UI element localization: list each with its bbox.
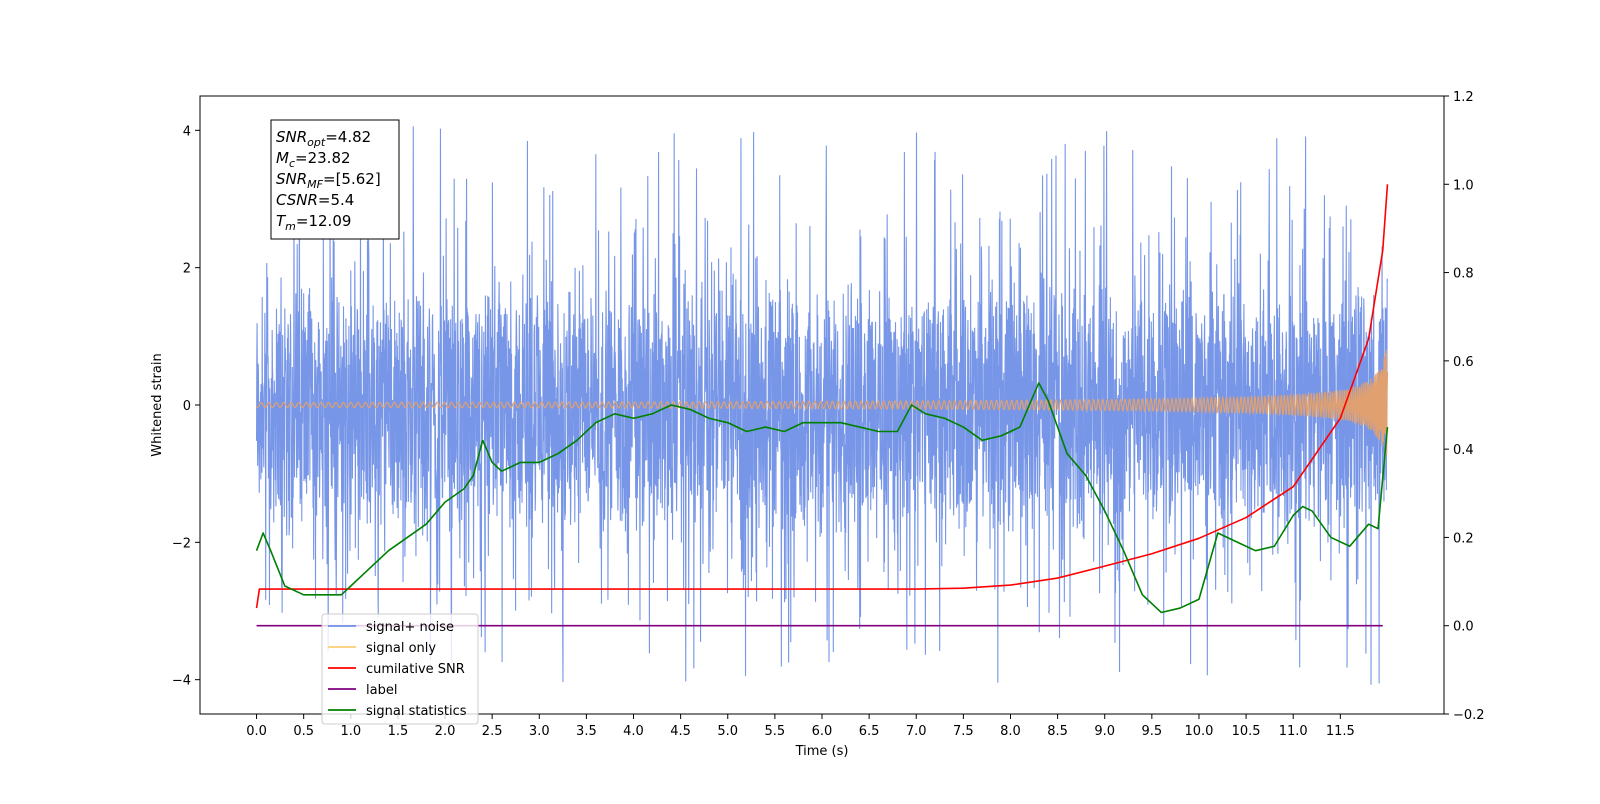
x-tick-label: 6.0 — [812, 724, 833, 739]
y-left-tick-label: 4 — [183, 124, 191, 139]
legend-label: label — [366, 683, 397, 698]
stats-line: SNRopt=4.82 — [276, 128, 371, 149]
x-tick-label: 9.0 — [1094, 724, 1115, 739]
x-tick-label: 0.0 — [246, 724, 267, 739]
y-axis-right: 1.2 1.0 0.8 0.6 0.4 0.2 0.0 −0.2 — [1444, 90, 1485, 723]
x-tick-label: 0.5 — [293, 724, 314, 739]
x-tick-label: 1.5 — [388, 724, 409, 739]
y-right-tick-label: 0.6 — [1453, 355, 1474, 370]
x-tick-label: 2.0 — [435, 724, 456, 739]
y-left-tick-label: 0 — [183, 399, 191, 414]
x-tick-label: 3.5 — [576, 724, 597, 739]
x-tick-label: 4.0 — [623, 724, 644, 739]
legend-label: signal statistics — [366, 704, 467, 719]
y-left-tick-label: −2 — [172, 536, 191, 551]
y-right-tick-label: 0.2 — [1453, 531, 1474, 546]
x-tick-label: 5.0 — [717, 724, 738, 739]
x-tick-label: 9.5 — [1142, 724, 1163, 739]
x-axis: 0.0 0.5 1.0 1.5 2.0 2.5 3.0 3.5 4.0 4.5 5.0 5.5 6.0 6… — [246, 714, 1355, 739]
legend-label: signal only — [366, 641, 436, 656]
x-tick-label: 7.0 — [906, 724, 927, 739]
legend-frame — [321, 613, 479, 725]
x-tick-label: 6.5 — [859, 724, 880, 739]
stats-line: SNRMF=[5.62] — [276, 170, 381, 191]
x-tick-label: 11.5 — [1326, 724, 1355, 739]
y-right-tick-label: −0.2 — [1453, 708, 1485, 723]
legend: signal+ noise signal only cumilative SNR la… — [321, 613, 479, 725]
series-signal-noise — [256, 126, 1388, 685]
legend-label: signal+ noise — [366, 620, 454, 635]
stats-box-frame — [270, 119, 400, 240]
x-tick-label: 5.5 — [765, 724, 786, 739]
stats-line: CSNR=5.4 — [276, 191, 354, 209]
stats-line: Mc=23.82 — [276, 149, 351, 170]
series-signal-only — [256, 350, 1389, 456]
x-tick-label: 8.5 — [1047, 724, 1068, 739]
legend-label: cumilative SNR — [366, 662, 465, 677]
y-axis-label: Whitened strain — [150, 353, 165, 456]
y-right-tick-label: 0.8 — [1453, 267, 1474, 282]
x-tick-label: 10.5 — [1232, 724, 1261, 739]
y-right-tick-label: 1.2 — [1453, 90, 1474, 105]
x-tick-label: 11.0 — [1279, 724, 1308, 739]
x-tick-label: 8.0 — [1000, 724, 1021, 739]
y-right-tick-label: 0.0 — [1453, 620, 1474, 635]
x-tick-label: 10.0 — [1184, 724, 1213, 739]
y-axis-left: 4 2 0 −2 −4 — [172, 124, 200, 689]
x-tick-label: 4.5 — [670, 724, 691, 739]
y-right-tick-label: 1.0 — [1453, 178, 1474, 193]
x-tick-label: 7.5 — [953, 724, 974, 739]
y-left-tick-label: 2 — [183, 262, 191, 277]
stats-line: Tm=12.09 — [276, 212, 351, 233]
y-right-tick-label: 0.4 — [1453, 443, 1474, 458]
x-tick-label: 2.5 — [482, 724, 503, 739]
series-cumulative-snr — [255, 184, 1389, 609]
x-tick-label: 1.0 — [340, 724, 361, 739]
x-tick-label: 3.0 — [529, 724, 550, 739]
series-signal-statistics — [255, 382, 1389, 614]
y-left-tick-label: −4 — [172, 674, 191, 689]
x-axis-label: Time (s) — [795, 744, 849, 759]
series-layer — [255, 126, 1389, 685]
